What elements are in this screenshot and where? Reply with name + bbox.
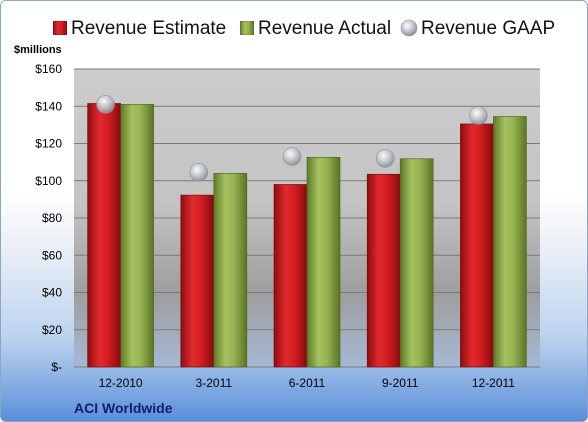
bar-actual	[399, 158, 434, 368]
y-tick-label: $40	[42, 286, 62, 300]
legend-swatch-estimate	[53, 21, 67, 35]
x-tick-label: 12-2010	[99, 376, 143, 390]
bar-actual	[306, 156, 341, 368]
gaap-marker	[282, 147, 302, 166]
y-tick-label: $-	[51, 360, 62, 374]
x-tick-label: 3-2011	[196, 376, 233, 390]
bar-estimate	[273, 184, 308, 368]
legend-swatch-actual	[240, 21, 254, 35]
bar-actual	[493, 116, 527, 368]
y-axis-ticks: $- $20 $40 $60 $80 $100 $120 $140 $160	[35, 62, 62, 374]
gaap-marker	[96, 95, 115, 114]
gaap-marker	[375, 149, 395, 168]
bar-estimate	[366, 173, 401, 368]
y-tick-label: $60	[42, 248, 62, 262]
y-tick-label: $80	[42, 211, 62, 225]
x-tick-label: 12-2011	[472, 376, 515, 390]
bar-estimate	[180, 194, 215, 368]
y-tick-label: $120	[35, 137, 62, 151]
y-tick-label: $100	[35, 174, 62, 188]
y-tick-label: $20	[42, 323, 62, 337]
y-tick-label: $160	[35, 62, 62, 76]
y-tick-label: $140	[35, 99, 62, 113]
legend-label-estimate: Revenue Estimate	[71, 18, 227, 39]
company-label: ACI Worldwide	[74, 400, 173, 416]
unit-label: $millions	[14, 44, 62, 56]
bar-actual	[213, 173, 248, 368]
legend-label-gaap: Revenue GAAP	[421, 18, 556, 39]
bar-estimate	[87, 103, 121, 368]
gaap-marker	[469, 106, 488, 125]
bar-actual	[120, 104, 154, 368]
gaap-marker	[189, 163, 209, 182]
legend-label-actual: Revenue Actual	[258, 18, 392, 39]
x-axis-ticks: 12-2010 3-2011 6-2011 9-2011 12-2011	[99, 376, 516, 390]
x-tick-label: 6-2011	[289, 376, 326, 390]
gaap-markers	[96, 95, 488, 182]
legend-swatch-gaap	[400, 19, 418, 37]
bar-estimate	[460, 123, 494, 368]
bars	[87, 103, 527, 368]
x-tick-label: 9-2011	[382, 376, 419, 390]
